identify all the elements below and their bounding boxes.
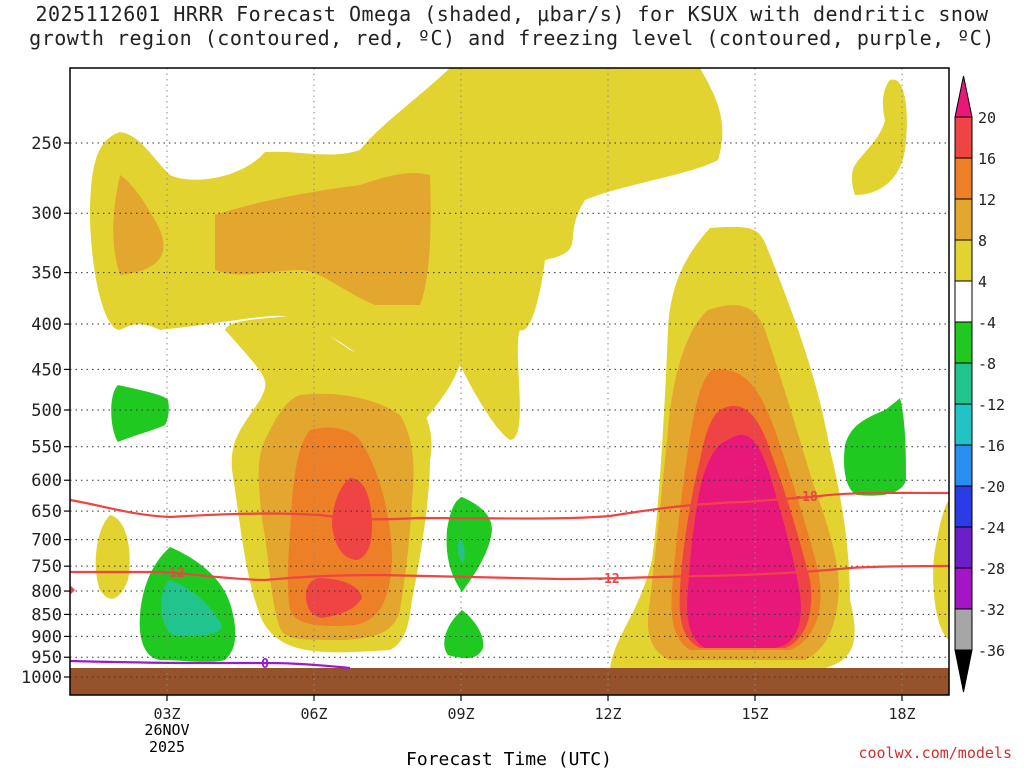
colorbar-label: 12 [978,191,996,209]
colorbar-label: -16 [978,437,1005,455]
omega-area-16-20-mid-low [305,578,362,618]
colorbar-segment [954,362,973,405]
credit-text: coolwx.com/models [858,744,1012,762]
ground-layer [70,668,949,695]
colorbar-label: 16 [978,150,996,168]
omega-area-neg4-neg8-mid [446,497,492,592]
contour-zero [70,659,351,670]
colorbar-label: 20 [978,109,996,127]
omega-area-8-12-upper-left [113,175,164,275]
y-tick-label: 850 [31,605,62,625]
contour-minus-12-edge [70,585,75,595]
colorbar-segment [954,198,973,241]
colorbar-bottom-arrow [954,649,973,693]
colorbar-segment [954,444,973,487]
colorbar-label: -36 [978,642,1005,660]
y-tick-label: 400 [31,315,62,335]
colorbar-top-arrow [954,75,973,118]
x-tick-label: 06Z [300,705,327,723]
y-tick-label: 550 [31,438,62,458]
colorbar-label: -20 [978,478,1005,496]
y-tick-label: 750 [31,557,62,577]
colorbar-segment [954,116,973,159]
colorbar-segment [954,321,973,364]
y-tick-label: 600 [31,471,62,491]
colorbar-segment [954,608,973,651]
colorbar-segment [954,239,973,282]
x-axis-label: Forecast Time (UTC) [406,749,612,768]
omega-area-8-12-upper-mid [215,173,431,305]
y-tick-label: 450 [31,360,62,380]
colorbar-segment [954,567,973,610]
y-tick-label: 650 [31,502,62,522]
contour-labels: -18 -12 -12 0 [161,490,818,672]
colorbar-label: -8 [978,355,996,373]
colorbar-label: -32 [978,601,1005,619]
colorbar-label: -12 [978,396,1005,414]
contour-label-minus-12-left: -12 [161,566,184,581]
contour-label-zero: 0 [261,657,269,672]
omega-area-neg4-neg8-mid-low [444,610,484,659]
colorbar-segment [954,157,973,200]
y-tick-label: 950 [31,648,62,668]
colorbar-segment [954,485,973,528]
y-tick-label: 800 [31,582,62,602]
page-title: 2025112601 HRRR Forecast Omega (shaded, … [0,2,1024,50]
x-date-day: 26NOV [144,721,189,739]
y-tick-label: 250 [31,134,62,154]
y-tick-label: 1000 [21,668,62,688]
omega-area-above-20 [687,434,801,648]
x-tick-label: 12Z [594,705,621,723]
y-tick-label: 500 [31,401,62,421]
x-tick-label: 18Z [888,705,915,723]
x-tick-label: 03Z [153,705,180,723]
x-tick-label: 09Z [447,705,474,723]
contour-minus-12 [70,564,949,582]
x-tick-label: 15Z [741,705,768,723]
contour-layer [70,491,949,670]
grid-lines [70,68,949,695]
y-tick-label: 900 [31,627,62,647]
omega-area-neg4-neg8-right [844,398,906,496]
x-axis: 03Z 06Z 09Z 12Z 15Z 18Z [153,695,916,723]
colorbar-label: -24 [978,519,1005,537]
y-tick-label: 700 [31,531,62,551]
colorbar: 20 16 12 8 4 -4 -8 -12 -16 -20 -24 -28 -32 -36 [954,75,1005,693]
colorbar-segment [954,280,973,323]
omega-area-neg8-neg12-mid [457,538,465,563]
y-tick-label: 300 [31,204,62,224]
omega-area-4-8-top-right [851,79,907,195]
omega-area-4-8-small-left [95,515,130,599]
colorbar-label: 4 [978,273,987,291]
omega-area-neg4-neg8-upper-left [111,385,169,442]
shading-layer [70,68,949,695]
plot-frame [69,67,950,696]
contour-minus-18 [70,491,949,521]
y-tick-label: 350 [31,264,62,284]
omega-area-4-8-edge [933,500,949,640]
contour-label-minus-12-right: -12 [596,572,619,587]
title-line-1: 2025112601 HRRR Forecast Omega (shaded, … [35,2,989,26]
omega-area-neg8-neg12 [161,580,222,637]
contour-label-minus-18: -18 [794,490,818,505]
y-axis: 2503003504004505005506006507007508008509… [21,134,70,688]
colorbar-label: -4 [978,314,996,332]
colorbar-segment [954,403,973,446]
colorbar-label: -28 [978,560,1005,578]
x-date-year: 2025 [149,738,185,756]
colorbar-segment [954,526,973,569]
colorbar-label: 8 [978,232,987,250]
title-line-2: growth region (contoured, red, ºC) and f… [29,26,995,50]
